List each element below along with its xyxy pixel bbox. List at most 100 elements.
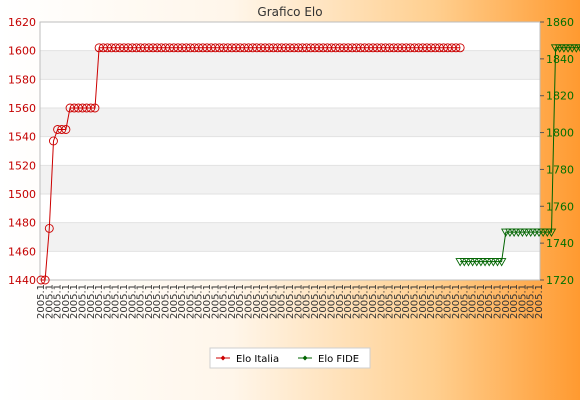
x-axis-tick-label: 2005.1 [410, 284, 421, 319]
x-axis-tick-label: 2005.1 [459, 284, 470, 319]
data-point [61, 125, 71, 134]
x-axis-tick-label: 2005.1 [119, 284, 130, 319]
x-axis-tick-label: 2005.1 [210, 284, 221, 319]
x-axis-tick-label: 2005.1 [94, 284, 105, 319]
right-axis-tick-label: 1820 [546, 90, 574, 103]
x-axis-tick-label: 2005.1 [426, 284, 437, 319]
x-axis-tick-label: 2005.1 [177, 284, 188, 319]
data-point [44, 223, 54, 233]
plot-band [40, 165, 540, 194]
data-point [455, 43, 465, 53]
x-axis-tick-label: 2005.1 [161, 284, 172, 319]
x-axis-tick-label: 2005.1 [144, 284, 155, 319]
x-axis-tick-label: 2005.1 [36, 284, 47, 319]
x-axis-tick-label: 2005.1 [44, 284, 55, 319]
x-axis-tick-label: 2005.1 [318, 284, 329, 319]
x-axis-tick-label: 2005.1 [127, 284, 138, 319]
x-axis-tick-label: 2005.1 [534, 284, 545, 319]
x-axis-tick-label: 2005.1 [268, 284, 279, 319]
plot-band [40, 108, 540, 137]
x-axis-tick-label: 2005.1 [244, 284, 255, 319]
data-point [57, 125, 67, 134]
legend: Elo Italia Elo FIDE [209, 347, 371, 369]
x-axis-tick-label: 2005.1 [185, 284, 196, 319]
data-point [40, 275, 50, 285]
legend-label-elo-fide: Elo FIDE [318, 354, 359, 365]
x-axis-tick-label: 2005.1 [235, 284, 246, 319]
left-axis-tick-label: 1600 [8, 45, 36, 58]
left-axis-tick-label: 1620 [8, 16, 36, 29]
x-axis-tick-label: 2005.1 [393, 284, 404, 319]
series-elo-fide [455, 44, 580, 267]
data-point [86, 103, 96, 113]
x-axis-tick-label: 2005.1 [451, 284, 462, 319]
x-axis-tick-label: 2005.1 [335, 284, 346, 319]
plot-band [40, 194, 540, 223]
x-axis-tick-label: 2005.1 [418, 284, 429, 319]
right-axis-tick-label: 1720 [546, 274, 574, 287]
x-axis-tick-label: 2005.1 [194, 284, 205, 319]
right-axis-tick-label: 1860 [546, 16, 574, 29]
x-axis-tick-label: 2005.1 [69, 284, 80, 319]
right-axis-tick-label: 1840 [546, 53, 574, 66]
plot-band [40, 222, 540, 252]
x-axis-tick-label: 2005.1 [468, 284, 479, 319]
x-axis-tick-label: 2005.1 [484, 284, 495, 319]
chart-title: Grafico Elo [257, 5, 322, 19]
series-elo-italia [36, 43, 465, 285]
x-axis-tick-label: 2005.1 [434, 284, 445, 319]
x-axis-tick-label: 2005.1 [401, 284, 412, 319]
x-axis-tick-label: 2005.1 [152, 284, 163, 319]
left-axis-tick-label: 1480 [8, 217, 36, 230]
x-axis-tick-label: 2005.1 [385, 284, 396, 319]
x-axis-tick-label: 2005.1 [509, 284, 520, 319]
x-axis-tick-label: 2005.1 [219, 284, 230, 319]
plot-band [40, 136, 540, 166]
x-axis-tick-label: 2005.1 [302, 284, 313, 319]
legend-marker-elo-italia [220, 355, 226, 361]
x-axis-tick-label: 2005.1 [136, 284, 147, 319]
plot-band [40, 251, 540, 280]
x-axis-tick-label: 2005.1 [285, 284, 296, 319]
x-axis-tick-label: 2005.1 [443, 284, 454, 319]
x-axis-tick-label: 2005.1 [252, 284, 263, 319]
x-axis-tick-label: 2005.1 [310, 284, 321, 319]
x-axis-tick-label: 2005.1 [293, 284, 304, 319]
x-axis-tick-label: 2005.1 [277, 284, 288, 319]
x-axis-tick-label: 2005.1 [476, 284, 487, 319]
series-line-elo-italia [41, 47, 461, 281]
right-axis-tick-label: 1760 [546, 200, 574, 213]
data-point [496, 258, 507, 267]
left-axis-tick-label: 1540 [8, 131, 36, 144]
left-axis-tick-label: 1500 [8, 188, 36, 201]
plot-band [40, 79, 540, 108]
legend-label-elo-italia: Elo Italia [236, 354, 279, 365]
data-point [36, 275, 46, 285]
x-axis-tick-label: 2005.1 [102, 284, 113, 319]
x-axis-tick-label: 2005.1 [202, 284, 213, 319]
plot-area [39, 21, 541, 281]
left-axis-tick-label: 1520 [8, 159, 36, 172]
x-axis-tick-label: 2005.1 [78, 284, 89, 319]
right-axis-tick-label: 1800 [546, 127, 574, 140]
data-point [49, 136, 58, 146]
data-point [451, 43, 461, 53]
x-axis-tick-label: 2005.1 [493, 284, 504, 319]
x-axis-tick-label: 2005.1 [526, 284, 537, 319]
left-axis-tick-label: 1440 [8, 274, 36, 287]
x-axis-tick-label: 2005.1 [360, 284, 371, 319]
x-axis-tick-label: 2005.1 [86, 284, 97, 319]
right-axis-tick-label: 1780 [546, 163, 574, 176]
x-axis-tick-label: 2005.1 [61, 284, 72, 319]
data-point [546, 228, 557, 237]
x-axis-tick-label: 2005.1 [351, 284, 362, 319]
x-axis-tick-label: 2005.1 [343, 284, 354, 319]
x-axis-tick-label: 2005.1 [327, 284, 338, 319]
left-axis-tick-label: 1460 [8, 245, 36, 258]
x-axis-tick-label: 2005.1 [227, 284, 238, 319]
x-axis-tick-label: 2005.1 [376, 284, 387, 319]
x-axis-tick-label: 2005.1 [501, 284, 512, 319]
left-axis-tick-label: 1560 [8, 102, 36, 115]
